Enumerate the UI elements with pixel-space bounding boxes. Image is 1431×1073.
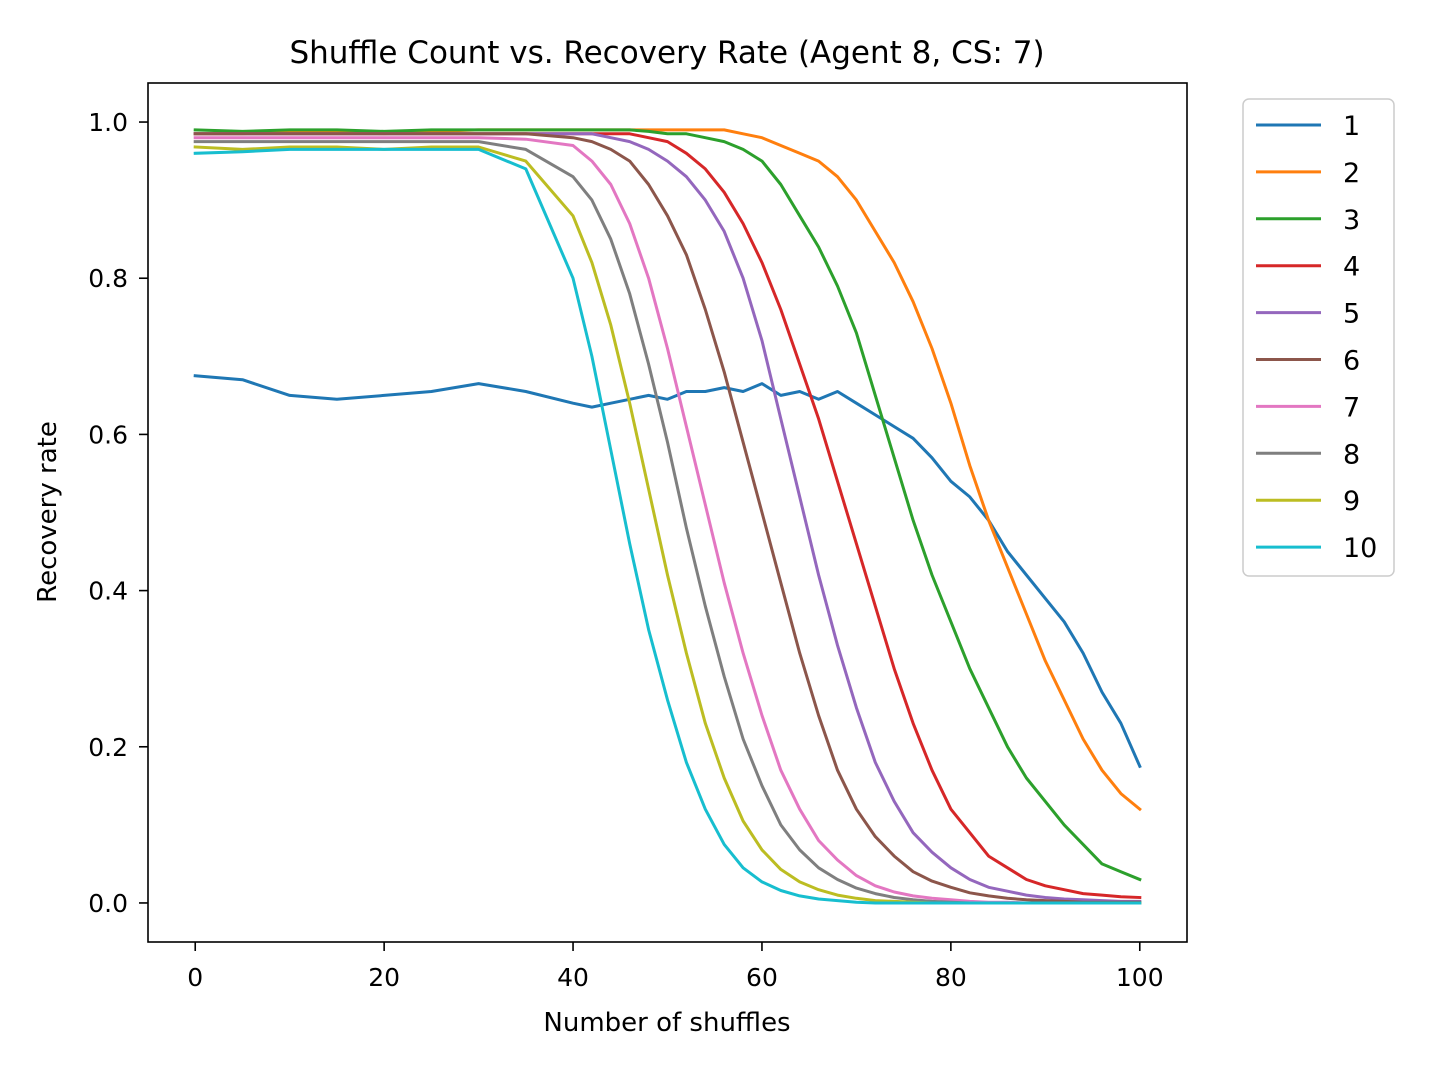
x-axis-title: Number of shuffles bbox=[543, 1008, 790, 1038]
legend-label-9: 9 bbox=[1343, 486, 1360, 517]
series-line-3 bbox=[193, 128, 1142, 882]
y-axis-title: Recovery rate bbox=[33, 421, 63, 603]
series-layer bbox=[193, 128, 1142, 905]
x-tick-label: 80 bbox=[935, 963, 967, 992]
y-tick-label: 0.8 bbox=[88, 264, 128, 293]
series-line-10 bbox=[193, 147, 1142, 905]
series-line-2 bbox=[193, 128, 1142, 812]
x-tick-label: 60 bbox=[746, 963, 778, 992]
chart-title: Shuffle Count vs. Recovery Rate (Agent 8… bbox=[289, 35, 1044, 71]
x-axis: 0 20 40 60 80 100 bbox=[187, 942, 1164, 992]
y-tick-label: 0.6 bbox=[88, 420, 128, 449]
x-tick-label: 20 bbox=[368, 963, 400, 992]
legend: 1 2 3 4 5 6 7 8 9 10 bbox=[1242, 98, 1395, 577]
series-line-8 bbox=[193, 140, 1142, 905]
x-tick-label: 0 bbox=[187, 963, 203, 992]
plot-frame bbox=[147, 82, 1188, 943]
x-tick-label: 40 bbox=[557, 963, 589, 992]
y-tick-label: 0.2 bbox=[88, 733, 128, 762]
legend-label-2: 2 bbox=[1343, 158, 1360, 189]
legend-label-8: 8 bbox=[1343, 439, 1360, 470]
series-line-1 bbox=[193, 374, 1142, 769]
legend-label-7: 7 bbox=[1343, 392, 1360, 423]
legend-label-4: 4 bbox=[1343, 252, 1360, 283]
legend-label-10: 10 bbox=[1343, 533, 1377, 564]
series-line-6 bbox=[193, 132, 1142, 904]
y-tick-label: 1.0 bbox=[88, 108, 128, 137]
series-line-5 bbox=[193, 132, 1142, 903]
series-line-7 bbox=[193, 136, 1142, 905]
y-tick-label: 0.4 bbox=[88, 577, 128, 606]
y-tick-label: 0.0 bbox=[88, 889, 128, 918]
legend-label-5: 5 bbox=[1343, 299, 1360, 330]
legend-label-1: 1 bbox=[1343, 111, 1360, 142]
series-line-9 bbox=[193, 145, 1142, 905]
x-tick-label: 100 bbox=[1116, 963, 1164, 992]
legend-label-6: 6 bbox=[1343, 346, 1360, 377]
y-axis: 0.0 0.2 0.4 0.6 0.8 1.0 bbox=[88, 108, 148, 918]
series-line-4 bbox=[193, 132, 1142, 900]
legend-label-3: 3 bbox=[1343, 205, 1360, 236]
